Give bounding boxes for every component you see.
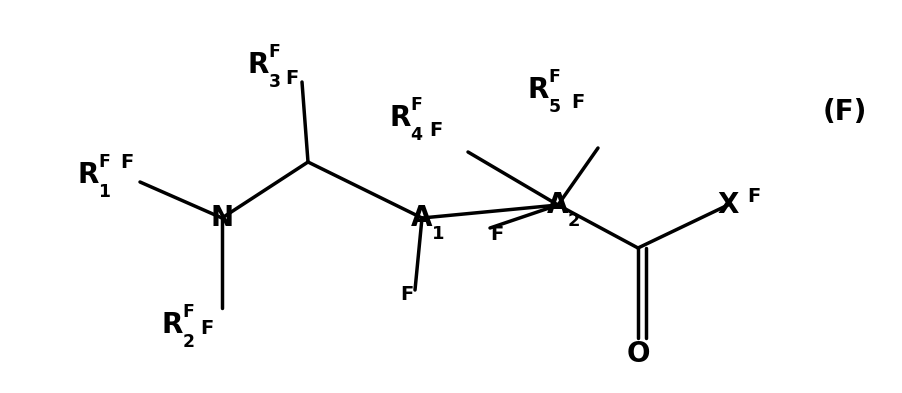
Text: 1: 1 — [431, 225, 444, 243]
Text: R: R — [389, 104, 410, 132]
Text: N: N — [210, 204, 234, 232]
Text: 1: 1 — [98, 183, 110, 200]
Text: R: R — [78, 161, 98, 189]
Text: F: F — [747, 187, 759, 206]
Text: (F): (F) — [822, 98, 866, 126]
Text: A: A — [410, 204, 432, 232]
Text: F: F — [410, 96, 422, 114]
Text: 2: 2 — [567, 212, 580, 230]
Text: X: X — [716, 191, 738, 219]
Text: 5: 5 — [548, 97, 560, 116]
Text: F: F — [200, 318, 214, 338]
Text: F: F — [490, 224, 503, 244]
Text: F: F — [268, 43, 280, 61]
Text: F: F — [428, 121, 442, 140]
Text: O: O — [626, 340, 649, 368]
Text: F: F — [285, 68, 299, 88]
Text: F: F — [548, 68, 559, 86]
Text: R: R — [161, 311, 182, 339]
Text: 3: 3 — [268, 73, 281, 91]
Text: F: F — [98, 153, 110, 171]
Text: F: F — [182, 303, 194, 321]
Text: A: A — [547, 191, 568, 219]
Text: 2: 2 — [182, 332, 194, 351]
Text: F: F — [571, 94, 584, 112]
Text: R: R — [527, 76, 548, 104]
Text: 4: 4 — [410, 126, 422, 143]
Text: F: F — [400, 285, 413, 305]
Text: F: F — [120, 154, 133, 173]
Text: R: R — [247, 51, 269, 79]
